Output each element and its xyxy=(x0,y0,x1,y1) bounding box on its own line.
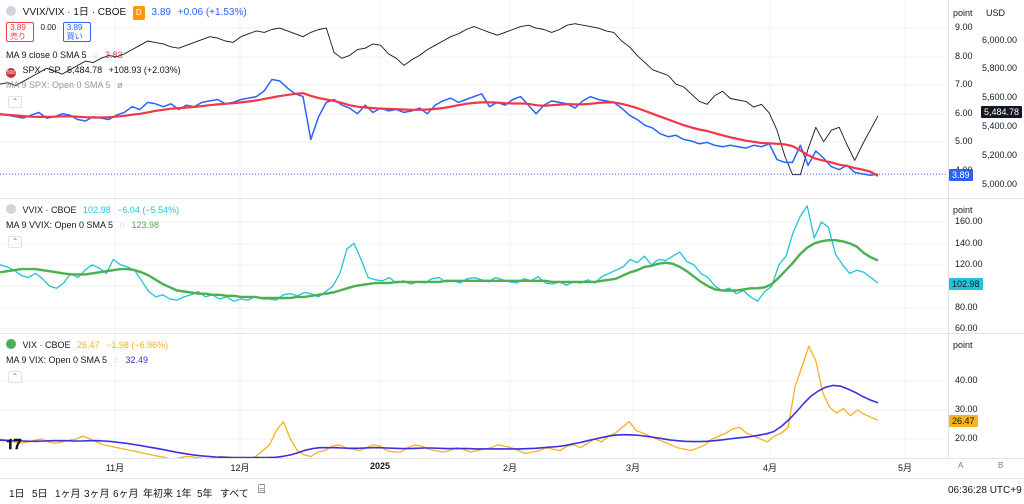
price-scale-tick: 5,800.00 xyxy=(982,63,1018,73)
range-6m[interactable]: 6ヶ月 xyxy=(113,489,139,500)
bottom-toolbar: 1日 5日 1ヶ月 3ヶ月 6ヶ月 年初来 1年 5年 すべて ⌸ 06:36:… xyxy=(0,478,1024,504)
spx-label[interactable]: SPX · SP xyxy=(22,65,61,75)
price-scale-tick: 6,000.00 xyxy=(982,35,1018,45)
vix-title[interactable]: VIX · CBOE xyxy=(22,340,71,350)
vvix-logo-icon xyxy=(6,204,16,214)
spx-value: 5,484.78 xyxy=(67,65,103,75)
range-1d[interactable]: 1日 xyxy=(9,489,25,500)
symbol-logo-icon xyxy=(6,6,16,16)
ratio-ma-line[interactable] xyxy=(0,92,879,177)
price-scale-tick: 140.00 xyxy=(955,238,983,248)
ma-spx-label[interactable]: MA 9 SPX: Open 0 SMA 5 xyxy=(6,80,111,90)
calendar-icon[interactable]: ⌸ xyxy=(258,482,266,496)
time-axis-label: 4月 xyxy=(762,463,778,473)
price-scale-tick: 120.00 xyxy=(955,259,983,269)
price-scale-3[interactable]: point 40.00 30.00 20.00 26.47 xyxy=(948,334,1024,459)
spx-change: +108.93 (+2.03%) xyxy=(108,65,181,75)
buy-button[interactable]: 3.89 買い xyxy=(62,22,91,42)
vix-price: 26.47 xyxy=(77,340,100,350)
price-scale-tick: 20.00 xyxy=(955,433,978,443)
spread-value: 0.00 xyxy=(40,23,57,32)
range-3m[interactable]: 3ヶ月 xyxy=(84,489,110,500)
delayed-badge[interactable]: D xyxy=(132,6,145,20)
loading-icon: ◌ xyxy=(119,220,125,230)
range-1y[interactable]: 1年 xyxy=(176,489,192,500)
log-scale-button[interactable]: B xyxy=(998,461,1004,470)
time-axis[interactable]: 11月 12月 2025 2月 3月 4月 5月 xyxy=(0,458,948,478)
ma-indicator-label[interactable]: MA 9 close 0 SMA 5 xyxy=(6,50,87,60)
vvix-title[interactable]: VVIX · CBOE xyxy=(22,205,77,215)
currency-label[interactable]: USD xyxy=(986,8,1006,18)
main-chart-plot[interactable] xyxy=(0,0,948,198)
vix-ma-value: 32.49 xyxy=(125,355,148,365)
vvix-ma-line[interactable] xyxy=(0,239,879,300)
range-5d[interactable]: 5日 xyxy=(32,489,48,500)
time-axis-label: 2月 xyxy=(502,463,518,473)
vix-ma-line[interactable] xyxy=(0,384,879,458)
vix-change: −1.98 (−6.96%) xyxy=(106,340,169,350)
price-scale-tick: 5,200.00 xyxy=(982,150,1018,160)
vvix-ma-value: 123.98 xyxy=(131,220,159,230)
loading-icon: ◌ xyxy=(93,50,99,60)
vvix-ma-label[interactable]: MA 9 VVIX: Open 0 SMA 5 xyxy=(6,220,114,230)
price-scale-tick: 40.00 xyxy=(955,375,978,385)
loading-icon: ◌ xyxy=(113,355,119,365)
price-scale-tick: 5.00 xyxy=(955,136,973,146)
price-scale-tick: 80.00 xyxy=(955,302,978,312)
vix-plot[interactable] xyxy=(0,334,948,458)
time-axis-label: 3月 xyxy=(625,463,641,473)
ma-indicator-value: 3.83 xyxy=(104,50,123,60)
vix-pane[interactable]: VIX · CBOE 26.47 −1.98 (−6.96%) MA 9 VIX… xyxy=(0,334,948,459)
time-axis-label: 11月 xyxy=(105,463,125,473)
price-scale-tick: 30.00 xyxy=(955,404,978,414)
unit-label: point xyxy=(953,8,973,18)
vvix-price: 102.98 xyxy=(83,205,111,215)
collapse-legend-button[interactable]: ⌃ xyxy=(8,96,22,108)
main-price: 3.89 xyxy=(151,7,171,18)
range-ytd[interactable]: 年初来 xyxy=(143,489,173,500)
main-symbol-title[interactable]: VVIX/VIX · 1日 · CBOE xyxy=(22,7,127,18)
unit-label: point xyxy=(953,205,973,215)
range-1m[interactable]: 1ヶ月 xyxy=(55,489,81,500)
collapse-legend-button[interactable]: ⌃ xyxy=(8,371,22,383)
time-axis-label: 5月 xyxy=(897,463,913,473)
price-scale-2[interactable]: point 160.00140.00120.00100.0080.0060.00… xyxy=(948,199,1024,334)
spx-line[interactable] xyxy=(0,23,879,176)
vix-ma-label[interactable]: MA 9 VIX: Open 0 SMA 5 xyxy=(6,355,108,365)
spx-price-tag: 5,484.78 xyxy=(981,106,1023,118)
price-scale-tick: 7.00 xyxy=(955,79,973,89)
spx-logo-icon: 500 xyxy=(6,68,16,78)
vix-logo-icon xyxy=(6,339,16,349)
vvix-vix-ratio-line[interactable] xyxy=(0,78,879,177)
price-scale-tick: 5,600.00 xyxy=(982,92,1018,102)
clock[interactable]: 06:36:28 UTC+9 xyxy=(948,485,1022,496)
main-chart-pane[interactable]: VVIX/VIX · 1日 · CBOE D 3.89 +0.06 (+1.53… xyxy=(0,0,948,199)
vix-price-tag: 26.47 xyxy=(949,415,978,427)
vvix-change: −6.04 (−5.54%) xyxy=(117,205,180,215)
vix-line[interactable] xyxy=(0,345,879,458)
ratio-price-tag: 3.89 xyxy=(949,169,973,181)
time-axis-label: 2025 xyxy=(369,461,391,471)
vvix-pane[interactable]: VVIX · CBOE 102.98 −6.04 (−5.54%) MA 9 V… xyxy=(0,199,948,334)
unit-label: point xyxy=(953,340,973,350)
price-scale-tick: 5,000.00 xyxy=(982,179,1018,189)
price-scale-1[interactable]: point USD 9.008.007.006.005.004.006,000.… xyxy=(948,0,1024,199)
range-all[interactable]: すべて xyxy=(220,489,249,500)
price-scale-tick: 9.00 xyxy=(955,22,973,32)
price-scale-tick: 6.00 xyxy=(955,108,973,118)
price-scale-tick: 160.00 xyxy=(955,216,983,226)
time-axis-label: 12月 xyxy=(230,463,250,473)
main-change: +0.06 (+1.53%) xyxy=(177,7,247,18)
price-scale-tick: 60.00 xyxy=(955,323,978,333)
auto-scale-button[interactable]: A xyxy=(958,461,964,470)
hidden-eye-icon[interactable]: ø xyxy=(117,80,123,90)
vvix-plot[interactable] xyxy=(0,199,948,333)
vvix-price-tag: 102.98 xyxy=(949,278,983,290)
price-scale-tick: 8.00 xyxy=(955,51,973,61)
sell-button[interactable]: 3.89 売り xyxy=(6,22,34,42)
range-5y[interactable]: 5年 xyxy=(197,489,213,500)
price-scale-tick: 5,400.00 xyxy=(982,121,1018,131)
tradingview-logo-icon[interactable]: 𝟏𝟕 xyxy=(6,436,22,452)
collapse-legend-button[interactable]: ⌃ xyxy=(8,236,22,248)
